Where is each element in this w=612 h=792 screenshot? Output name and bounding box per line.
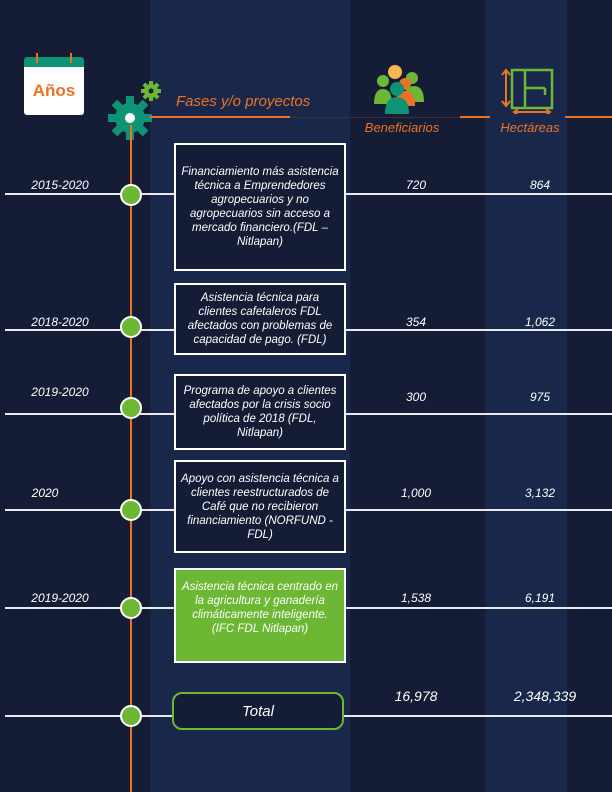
people-icon — [374, 65, 424, 114]
timeline-dot — [120, 184, 142, 206]
gear-icon — [108, 81, 161, 140]
year: 2019-2020 — [31, 385, 89, 399]
total-beneficiaries: 16,978 — [394, 688, 438, 704]
header-line — [150, 116, 290, 118]
year: 2020 — [31, 486, 59, 500]
hectares-value: 864 — [529, 178, 551, 192]
header-line — [290, 117, 460, 118]
phases-label: Fases y/o proyectos — [176, 93, 311, 110]
project-box: Programa de apoyo a clientes afectados p… — [174, 374, 346, 450]
year: 2015-2020 — [31, 178, 89, 192]
year: 2018-2020 — [31, 315, 89, 329]
hectares-value: 6,191 — [524, 591, 556, 605]
project-box: Asistencia técnica para clientes cafetal… — [174, 283, 346, 355]
year: 2019-2020 — [31, 591, 89, 605]
header-line — [565, 116, 612, 118]
hectares-label: Hectáreas — [500, 120, 560, 135]
beneficiaries-value: 1,000 — [400, 486, 432, 500]
timeline-dot — [120, 597, 142, 619]
total-label: Total — [242, 702, 274, 720]
project-box: Financiamiento más asistencia técnica a … — [174, 143, 346, 271]
hectares-value: 3,132 — [524, 486, 556, 500]
project-box: Apoyo con asistencia técnica a clientes … — [174, 460, 346, 553]
hectares-value: 975 — [529, 390, 551, 404]
total-box: Total — [172, 692, 344, 730]
beneficiaries-value: 354 — [405, 315, 427, 329]
land-area-icon — [501, 68, 554, 114]
project-box-highlighted: Asistencia técnica centrado en la agricu… — [174, 568, 346, 663]
beneficiaries-label: Beneficiarios — [364, 120, 440, 135]
timeline-dot — [120, 316, 142, 338]
beneficiaries-value: 300 — [405, 390, 427, 404]
timeline-dot — [120, 397, 142, 419]
timeline-dot — [120, 705, 142, 727]
beneficiaries-value: 720 — [405, 178, 427, 192]
header-line — [460, 116, 490, 118]
timeline-line — [130, 125, 132, 792]
beneficiaries-value: 1,538 — [400, 591, 432, 605]
hectares-value: 1,062 — [524, 315, 556, 329]
column-band — [485, 0, 567, 792]
total-hectares: 2,348,339 — [513, 688, 577, 704]
calendar-icon: Años — [24, 53, 84, 115]
timeline-dot — [120, 499, 142, 521]
years-label: Años — [32, 81, 76, 100]
